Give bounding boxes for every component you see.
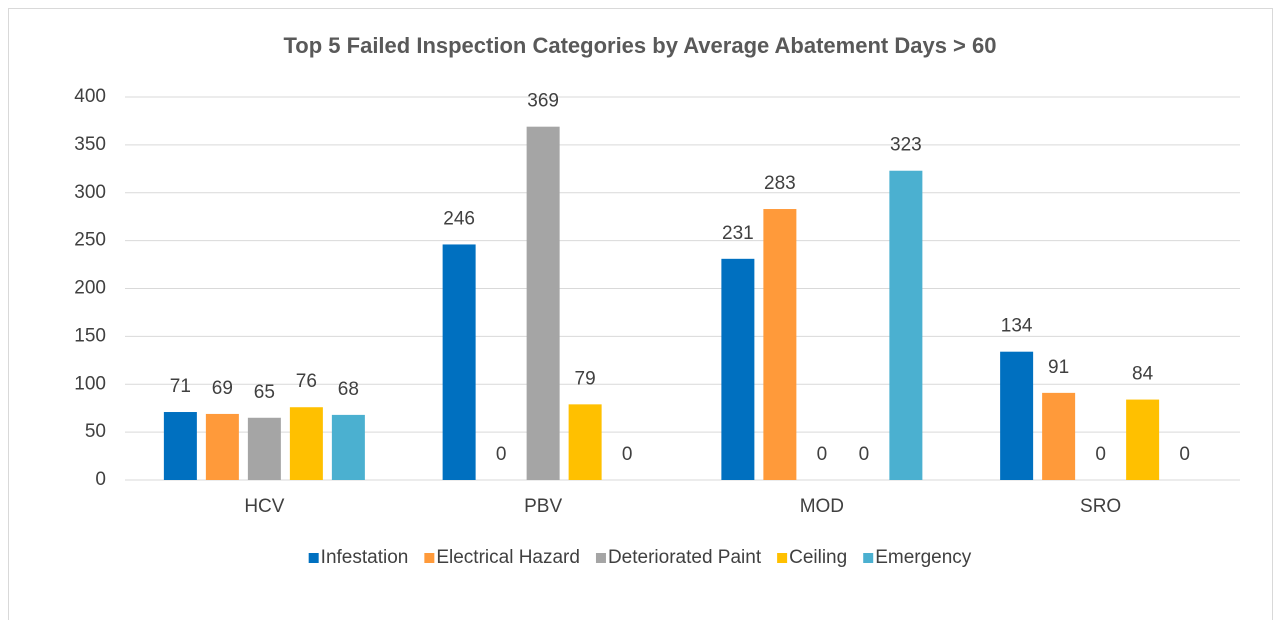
bar [1042,392,1076,480]
bar [163,412,197,480]
data-label: 231 [722,223,754,244]
bar [1126,399,1160,480]
x-tick-label: PBV [524,496,562,517]
data-label: 323 [890,135,922,156]
x-tick-label: HCV [244,496,284,517]
data-label: 0 [817,444,828,465]
data-label: 369 [527,91,559,112]
y-tick-label: 400 [74,86,106,107]
data-label: 68 [338,379,359,400]
y-tick-label: 100 [74,373,106,394]
data-label: 283 [764,173,796,194]
legend-swatch [595,553,606,563]
y-tick-label: 150 [74,325,106,346]
chart-border [8,8,1273,620]
bar [289,407,323,480]
legend-swatch [308,553,319,563]
x-tick-label: SRO [1080,496,1121,517]
data-label: 134 [1001,316,1033,337]
bar [205,413,239,480]
legend-swatch [424,553,435,563]
chart-title: Top 5 Failed Inspection Categories by Av… [284,33,997,58]
legend-label: Deteriorated Paint [608,547,762,568]
x-tick-label: MOD [800,496,844,517]
data-label: 0 [622,444,633,465]
legend-swatch [777,553,788,563]
bar [568,404,602,480]
legend-label: Infestation [321,547,409,568]
data-label: 0 [1095,444,1106,465]
data-label: 69 [212,378,233,399]
bar [442,244,476,480]
legend-label: Emergency [875,547,972,568]
data-label: 0 [859,444,870,465]
y-tick-label: 300 [74,182,106,203]
y-tick-label: 0 [95,469,106,490]
data-label: 246 [443,208,475,229]
bar [763,209,797,480]
bar [247,417,281,480]
bar [1000,351,1034,480]
data-label: 84 [1132,364,1154,385]
data-label: 91 [1048,357,1069,378]
y-tick-label: 350 [74,134,106,155]
data-label: 0 [1179,444,1190,465]
legend-swatch [863,553,874,563]
y-tick-label: 200 [74,278,106,299]
legend-label: Ceiling [789,547,847,568]
y-tick-label: 250 [74,230,106,251]
bar [331,414,365,480]
data-label: 79 [575,368,596,389]
data-label: 65 [254,382,275,403]
bar [526,126,560,481]
y-tick-label: 50 [85,421,106,442]
data-label: 0 [496,444,507,465]
legend-label: Electrical Hazard [436,547,580,568]
data-label: 71 [170,376,191,397]
bar [721,258,755,480]
bar [889,170,923,481]
data-label: 76 [296,371,317,392]
